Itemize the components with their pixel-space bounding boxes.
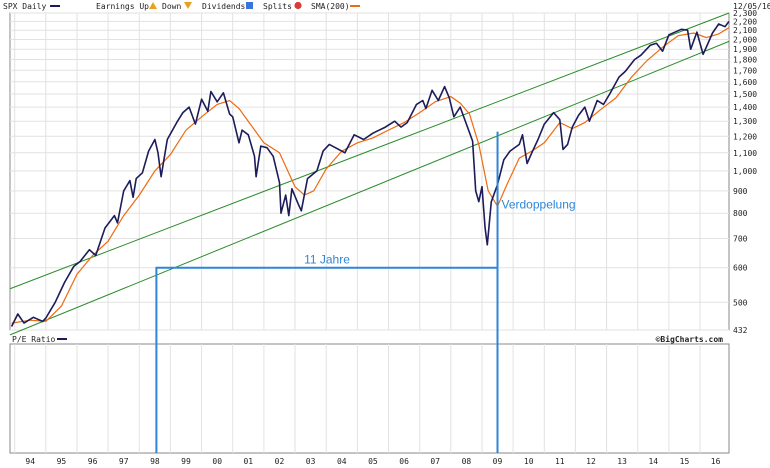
- x-axis: 94 95 96 97 98 99 00 01 02 03 04 05 06 07 08 09 10 11 12 13…: [25, 457, 720, 466]
- x-tick-label: 09: [493, 457, 503, 466]
- earnings-up-icon: [149, 2, 157, 9]
- x-tick-label: 08: [462, 457, 472, 466]
- y-tick-label: 1,900: [733, 45, 757, 54]
- grid: [10, 12, 729, 453]
- brand-label: ©BigCharts.com: [656, 334, 724, 344]
- series-layer: [9, 12, 730, 336]
- y-tick-label: 600: [733, 264, 748, 273]
- pe-title: P/E Ratio: [12, 335, 56, 344]
- y-tick-label: 2,100: [733, 26, 757, 35]
- x-tick-label: 03: [306, 457, 316, 466]
- y-tick-label: 432: [733, 326, 748, 335]
- y-tick-label: 2,300: [733, 9, 757, 18]
- legend-symbol-swatch: [50, 5, 60, 7]
- y-tick-label: 1,100: [733, 149, 757, 158]
- x-tick-label: 16: [711, 457, 721, 466]
- span-label: 11 Jahre: [304, 253, 350, 267]
- x-tick-label: 10: [524, 457, 534, 466]
- series-line-price: [10, 20, 730, 327]
- x-tick-label: 12: [586, 457, 596, 466]
- pe-panel: [9, 343, 730, 454]
- legend-dividends: Dividends: [202, 2, 246, 11]
- y-tick-label: 2,000: [733, 36, 757, 45]
- y-tick-label: 2,200: [733, 17, 757, 26]
- legend-symbol: SPX Daily: [3, 2, 47, 11]
- earnings-down-icon: [184, 2, 192, 9]
- y-tick-label: 1,600: [733, 78, 757, 87]
- y-tick-label: 1,200: [733, 132, 757, 141]
- dividends-icon: [246, 2, 253, 9]
- y-tick-label: 500: [733, 298, 748, 307]
- price-panel: [9, 12, 730, 331]
- y-tick-label: 900: [733, 187, 748, 196]
- annotations: 11 Jahre Verdoppelung: [155, 131, 576, 453]
- x-tick-label: 01: [243, 457, 253, 466]
- x-tick-label: 07: [430, 457, 440, 466]
- x-tick-label: 05: [368, 457, 378, 466]
- x-tick-label: 97: [119, 457, 129, 466]
- pe-swatch: [57, 338, 67, 340]
- legend-splits: Splits: [263, 2, 292, 11]
- x-tick-label: 04: [337, 457, 347, 466]
- x-tick-label: 95: [57, 457, 67, 466]
- x-tick-label: 11: [555, 457, 565, 466]
- x-tick-label: 06: [399, 457, 409, 466]
- legend-earnings-up: Earnings Up: [96, 2, 149, 11]
- series-line-sma: [11, 27, 730, 324]
- span-bracket: [155, 266, 499, 453]
- y-tick-label: 700: [733, 235, 748, 244]
- y-tick-label: 1,800: [733, 56, 757, 65]
- x-tick-label: 94: [25, 457, 35, 466]
- x-tick-label: 96: [88, 457, 98, 466]
- y-tick-label: 1,500: [733, 90, 757, 99]
- y-axis: 432 500 600 700 800 900 1,000 1,100 1,200 1,300 1,…: [733, 9, 757, 335]
- legend-date: 12/05/16: [733, 2, 770, 11]
- x-tick-label: 15: [680, 457, 690, 466]
- y-tick-label: 1,700: [733, 66, 757, 75]
- y-tick-label: 800: [733, 209, 748, 218]
- trend-line-upper: [9, 12, 730, 290]
- x-tick-label: 98: [150, 457, 160, 466]
- y-tick-label: 1,000: [733, 167, 757, 176]
- y-tick-label: 1,400: [733, 103, 757, 112]
- legend-bar: SPX Daily Earnings Up Down Dividends Spl…: [3, 1, 770, 11]
- x-tick-label: 02: [275, 457, 285, 466]
- x-tick-label: 14: [648, 457, 658, 466]
- doubling-label: Verdoppelung: [502, 198, 576, 212]
- trend-line-lower: [9, 40, 730, 336]
- splits-icon: [294, 1, 302, 10]
- legend-sma: SMA(200): [311, 2, 350, 11]
- y-tick-label: 1,300: [733, 117, 757, 126]
- legend-sma-swatch: [350, 5, 360, 7]
- x-tick-label: 00: [212, 457, 222, 466]
- x-tick-label: 13: [617, 457, 627, 466]
- legend-down: Down: [162, 2, 181, 11]
- x-tick-label: 99: [181, 457, 191, 466]
